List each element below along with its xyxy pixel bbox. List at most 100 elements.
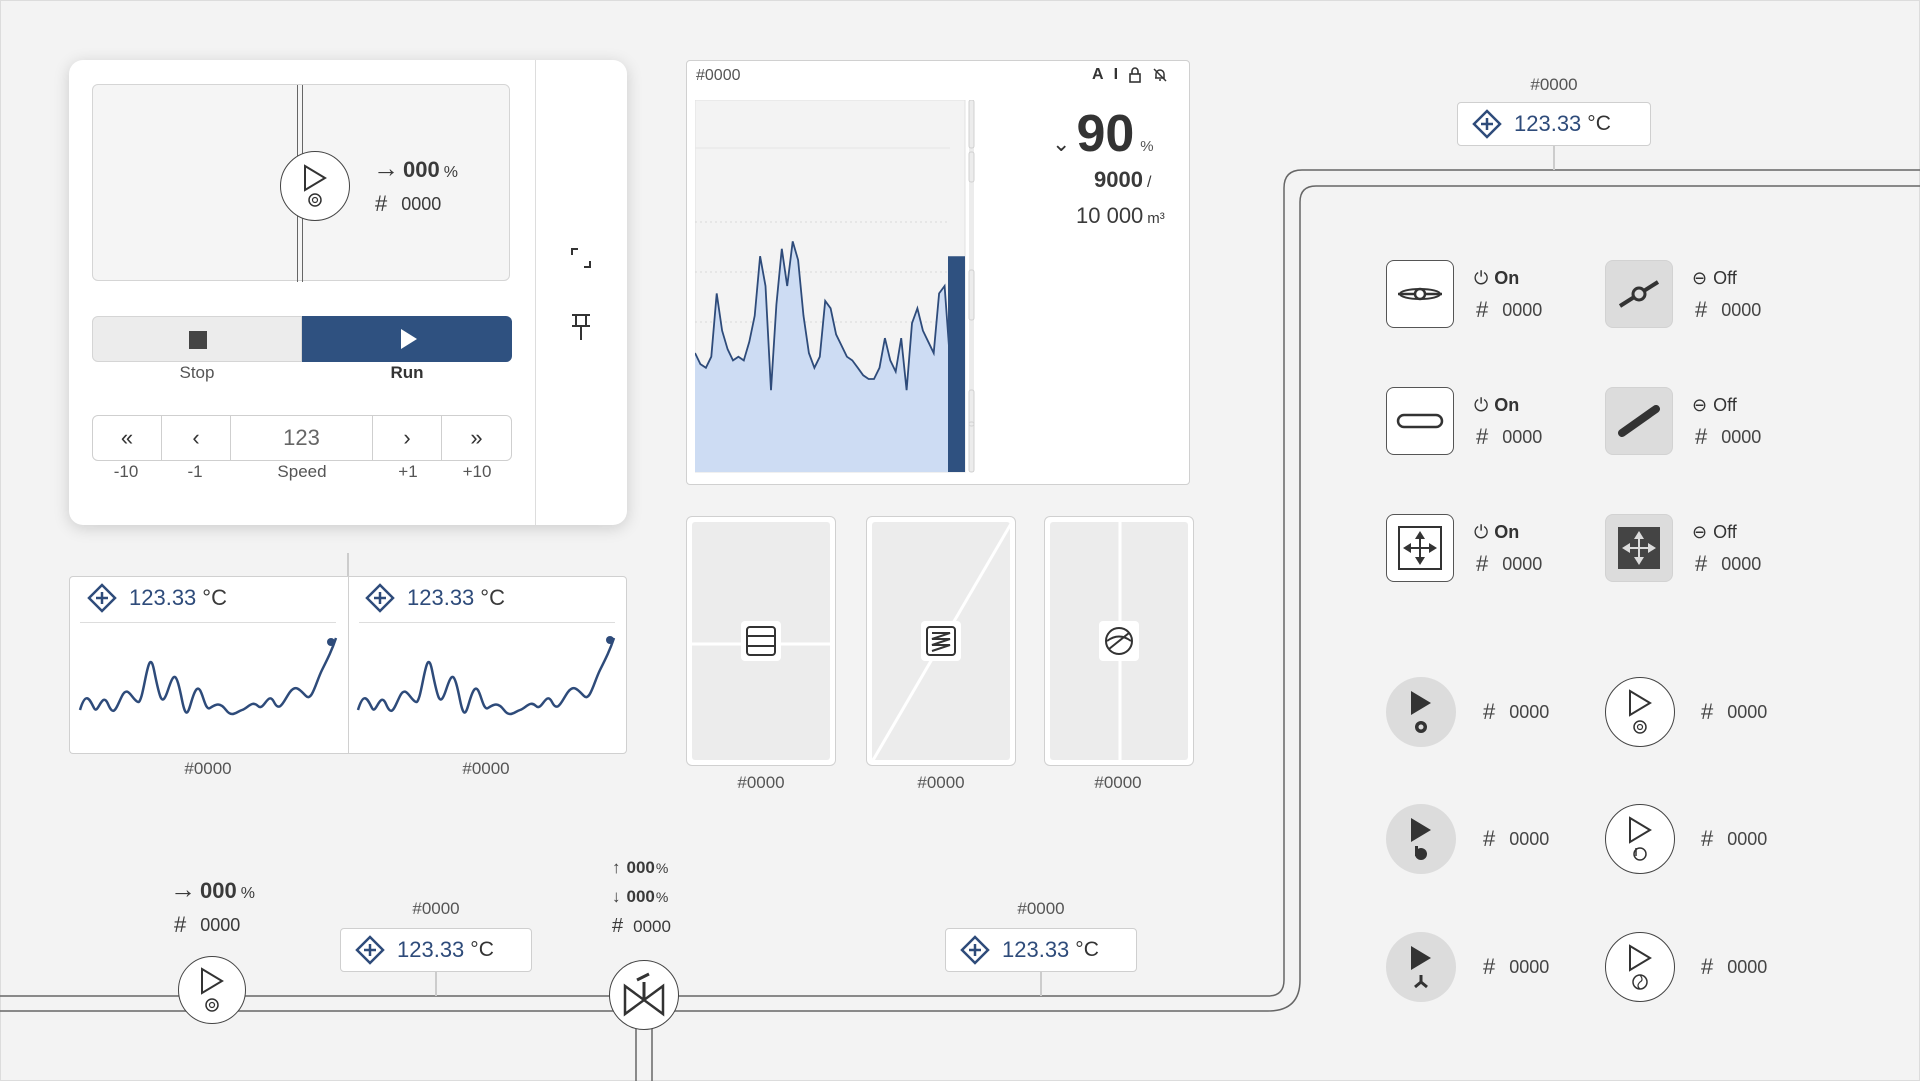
gate-off-control[interactable]	[1605, 387, 1673, 455]
arrow-down-icon: ↓	[612, 887, 621, 906]
power-on-icon: ⏻	[1474, 395, 1489, 415]
fan-pump-icon	[1411, 946, 1431, 989]
pump-running-1[interactable]	[1386, 677, 1456, 747]
bottom-temperature-sensor-1[interactable]: 123.33 °C	[340, 928, 532, 972]
flow-value: 000	[403, 157, 440, 182]
bottom-pump-id: 0000	[200, 914, 241, 935]
pump-id-1: 0000	[1509, 701, 1550, 722]
trend-value-2: 123.33	[407, 585, 475, 610]
pump-play-icon	[201, 967, 224, 1012]
mixer-up-value: 000	[626, 858, 655, 877]
minus-one-button[interactable]: ‹	[162, 416, 231, 460]
damper-off-control[interactable]	[1605, 260, 1673, 328]
trend-tag-2: #0000	[462, 759, 510, 778]
sparkline-1	[78, 637, 338, 716]
sparkline-2	[356, 636, 616, 716]
mixer-on-control[interactable]	[1386, 514, 1454, 582]
run-button[interactable]	[302, 316, 512, 362]
pin-icon[interactable]	[569, 312, 593, 342]
ball-valve[interactable]	[1044, 516, 1194, 766]
control-id-6: 0000	[1721, 553, 1762, 574]
level-bar	[948, 256, 965, 472]
minus-ten-button[interactable]: «	[93, 416, 162, 460]
pump-id-5: 0000	[1509, 956, 1550, 977]
hash-icon: #	[375, 191, 388, 216]
state-label-5: On	[1494, 522, 1520, 542]
stop-icon	[189, 331, 207, 349]
amount-slash: /	[1146, 174, 1152, 191]
sensor-icon	[960, 935, 990, 965]
pump-play-icon	[1411, 691, 1431, 733]
control-id-3: 0000	[1502, 426, 1543, 447]
bottom-flow-value: 000	[200, 878, 237, 903]
manual-mode-icon: I	[1113, 66, 1119, 83]
pump-running-3[interactable]	[1386, 932, 1456, 1002]
flow-unit: %	[443, 164, 458, 181]
arrow-right-icon: →	[170, 874, 196, 904]
bottom-temperature-sensor-2[interactable]: 123.33 °C	[945, 928, 1137, 972]
heater-valve[interactable]	[866, 516, 1016, 766]
control-id-1: 0000	[1502, 299, 1543, 320]
cooler-valve[interactable]	[686, 516, 836, 766]
pump-stopped-3[interactable]	[1605, 932, 1675, 1002]
bottom-sensor-value-2: 123.33	[1002, 937, 1070, 962]
valve-tag-3: #0000	[1094, 773, 1142, 792]
damper-on-control[interactable]	[1386, 260, 1454, 328]
pump-symbol[interactable]	[280, 151, 350, 221]
power-off-icon: ⊖	[1692, 268, 1708, 288]
top-sensor-value: 123.33	[1514, 111, 1582, 136]
control-id-2: 0000	[1721, 299, 1762, 320]
state-label-2: Off	[1713, 268, 1737, 288]
chart-area	[695, 241, 950, 472]
power-off-icon: ⊖	[1692, 395, 1708, 415]
top-temperature-sensor[interactable]: 123.33 °C	[1457, 102, 1651, 146]
chevron-down-icon: ⌄	[1052, 131, 1071, 156]
trend-tag-1: #0000	[184, 759, 232, 778]
pump-visual: → 000 % # 0000	[92, 84, 510, 282]
state-label-6: Off	[1713, 522, 1737, 542]
control-valve[interactable]	[609, 960, 679, 1030]
pump-play-icon	[1629, 689, 1652, 734]
bottom-pump[interactable]	[178, 956, 246, 1024]
double-chevron-right-icon: »	[470, 425, 483, 450]
hash-icon: #	[1701, 826, 1714, 851]
plus-one-button[interactable]: ›	[373, 416, 442, 460]
control-id-5: 0000	[1502, 553, 1543, 574]
damper-closed-icon	[1618, 280, 1660, 308]
trend-card-2[interactable]	[348, 576, 627, 754]
pump-id-6: 0000	[1727, 956, 1768, 977]
gate-on-control[interactable]	[1386, 387, 1454, 455]
trend-card-1[interactable]	[69, 576, 348, 754]
pump-play-icon	[304, 164, 327, 207]
plus-ten-button[interactable]: »	[442, 416, 511, 460]
level-scale-marker	[968, 100, 975, 149]
trend-divider	[359, 622, 615, 623]
pump-stopped-1[interactable]	[1605, 677, 1675, 747]
valve-icon	[1105, 627, 1133, 655]
cooler-icon	[746, 626, 776, 656]
gate-open-icon	[1396, 413, 1444, 429]
auto-mode-icon: A	[1092, 66, 1104, 83]
minus-ten-label: -10	[113, 462, 139, 481]
capacity-unit: m³	[1147, 210, 1165, 227]
sensor-icon	[355, 935, 385, 965]
hash-icon: #	[1701, 699, 1714, 724]
mixer-off-control[interactable]	[1605, 514, 1673, 582]
level-trend-chart	[695, 100, 975, 473]
hash-icon: #	[1695, 297, 1708, 322]
screw-pump-icon	[1411, 818, 1431, 860]
bottom-sensor-unit-2: °C	[1075, 938, 1099, 961]
speed-input[interactable]: 123	[231, 416, 373, 460]
speed-label: Speed	[277, 462, 327, 481]
gate-closed-icon	[1618, 405, 1660, 437]
pump-stopped-2[interactable]	[1605, 804, 1675, 874]
expand-icon[interactable]	[569, 246, 593, 270]
sensor-icon	[1472, 109, 1502, 139]
control-valve-icon	[623, 972, 665, 1017]
trend-unit-1: °C	[202, 585, 227, 610]
lock-icon	[1129, 67, 1141, 83]
pump-running-2[interactable]	[1386, 804, 1456, 874]
power-on-icon: ⏻	[1474, 268, 1489, 288]
stop-button[interactable]	[92, 316, 302, 362]
pump-id-3: 0000	[1509, 828, 1550, 849]
